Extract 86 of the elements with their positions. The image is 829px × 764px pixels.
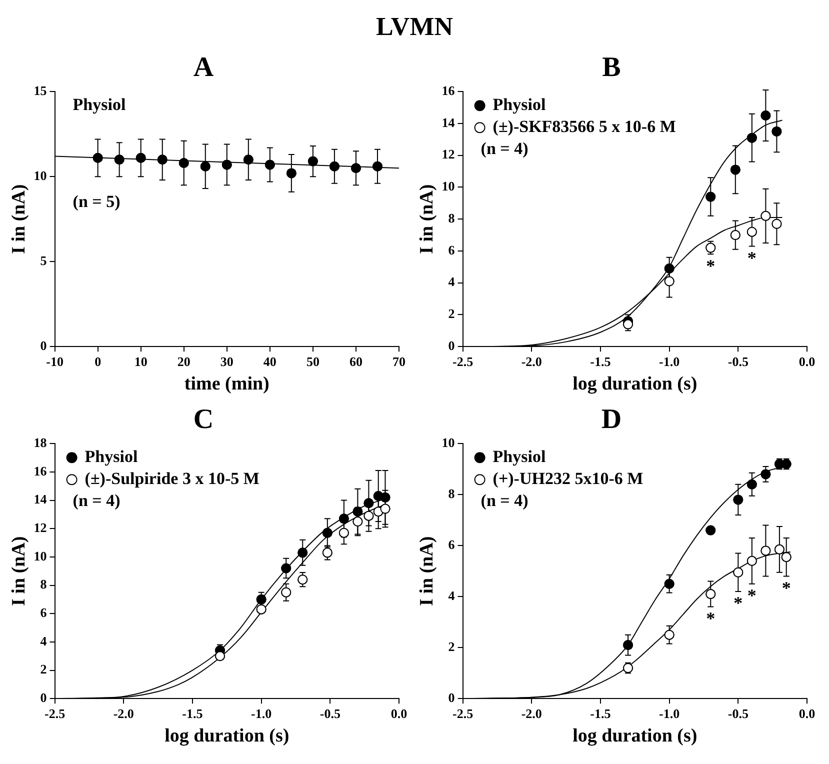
y-tick-label: 2 — [448, 306, 455, 322]
y-tick-label: 15 — [34, 82, 48, 98]
x-tick-label: -0.5 — [728, 706, 749, 721]
y-tick-label: 0 — [40, 690, 47, 705]
legend-label: Physiol — [84, 446, 138, 466]
y-tick-label: 10 — [34, 548, 47, 564]
y-tick-label: 0 — [448, 338, 455, 353]
x-tick-label: 0.0 — [390, 706, 408, 721]
x-tick-label: 60 — [349, 354, 362, 369]
x-tick-label: -2.5 — [44, 706, 66, 721]
y-axis-title: I in (nA) — [416, 536, 438, 606]
annotation: (n = 4) — [480, 138, 528, 158]
y-tick-label: 12 — [442, 146, 455, 162]
y-tick-label: 6 — [40, 604, 48, 620]
y-tick-label: 6 — [448, 536, 456, 552]
y-tick-label: 8 — [448, 210, 456, 226]
legend-label: Physiol — [492, 446, 546, 466]
x-tick-label: 20 — [177, 354, 190, 369]
x-tick-label: -1.5 — [182, 706, 204, 721]
annotation: * — [747, 248, 756, 268]
x-axis-title: time (min) — [184, 374, 270, 395]
x-tick-label: 0.0 — [798, 354, 816, 369]
x-tick-label: -0.5 — [320, 706, 341, 721]
y-tick-label: 4 — [448, 274, 456, 290]
y-tick-label: 16 — [34, 463, 48, 478]
chart-title: C — [193, 404, 214, 436]
x-tick-label: -2.0 — [521, 354, 542, 369]
y-tick-label: 10 — [34, 168, 47, 183]
x-tick-label: 0 — [94, 354, 102, 369]
y-tick-label: 5 — [40, 252, 48, 268]
x-tick-label: -1.0 — [251, 706, 272, 721]
x-tick-label: -1.0 — [659, 706, 680, 721]
chart-title: D — [601, 404, 622, 436]
y-tick-label: 2 — [40, 662, 47, 677]
legend-label: (±)-Sulpiride 3 x 10-5 M — [84, 468, 260, 488]
x-tick-label: 10 — [134, 354, 148, 369]
y-axis-title: I in (nA) — [416, 184, 438, 254]
annotation: (n = 4) — [72, 490, 120, 510]
x-tick-label: -1.5 — [590, 354, 612, 369]
x-axis-title: log duration (s) — [164, 726, 290, 747]
legend-label: Physiol — [492, 94, 546, 114]
annotation: * — [734, 593, 743, 614]
y-tick-label: 10 — [442, 178, 455, 194]
legend-label: (±)-SKF83566 5 x 10-6 M — [492, 116, 676, 136]
x-tick-label: 50 — [306, 354, 320, 369]
annotation: (n = 4) — [480, 490, 528, 510]
y-tick-label: 2 — [448, 638, 455, 654]
y-tick-label: 8 — [448, 486, 456, 501]
y-axis-title: I in (nA) — [8, 184, 30, 254]
y-tick-label: 0 — [40, 338, 47, 353]
y-tick-label: 4 — [40, 633, 48, 648]
y-tick-label: 12 — [34, 520, 47, 535]
x-tick-label: -10 — [46, 354, 64, 369]
y-tick-label: 16 — [442, 82, 456, 98]
x-tick-label: 70 — [392, 354, 406, 369]
x-tick-label: -0.5 — [728, 354, 749, 369]
annotation: * — [747, 586, 756, 606]
y-tick-label: 14 — [34, 492, 48, 507]
x-tick-label: -1.0 — [659, 354, 680, 369]
x-tick-label: 30 — [220, 354, 234, 369]
annotation: * — [706, 256, 716, 276]
y-tick-label: 14 — [442, 114, 456, 130]
x-tick-label: -2.5 — [452, 706, 474, 721]
y-tick-label: 4 — [448, 588, 456, 603]
y-tick-label: 8 — [40, 576, 48, 592]
y-tick-label: 6 — [448, 242, 456, 258]
x-tick-label: 40 — [263, 354, 276, 369]
x-axis-title: log duration (s) — [572, 726, 698, 747]
annotation: (n = 5) — [72, 192, 120, 211]
chart-title: A — [193, 52, 214, 84]
annotation: * — [782, 578, 791, 598]
legend-label: (+)-UH232 5x10-6 M — [492, 468, 644, 488]
x-tick-label: -2.5 — [452, 354, 474, 369]
x-tick-label: -2.0 — [113, 706, 134, 721]
x-axis-title: log duration (s) — [572, 374, 698, 395]
text: LVMN — [376, 12, 454, 41]
y-tick-label: 0 — [448, 690, 455, 705]
y-tick-label: 10 — [442, 434, 455, 450]
x-tick-label: -2.0 — [521, 706, 542, 721]
y-tick-label: 18 — [34, 434, 48, 450]
y-axis-title: I in (nA) — [8, 536, 30, 606]
chart-title: B — [602, 52, 621, 84]
annotation: * — [706, 608, 716, 628]
annotation: Physiol — [72, 94, 126, 114]
x-tick-label: -1.5 — [590, 706, 612, 721]
x-tick-label: 0.0 — [798, 706, 816, 721]
